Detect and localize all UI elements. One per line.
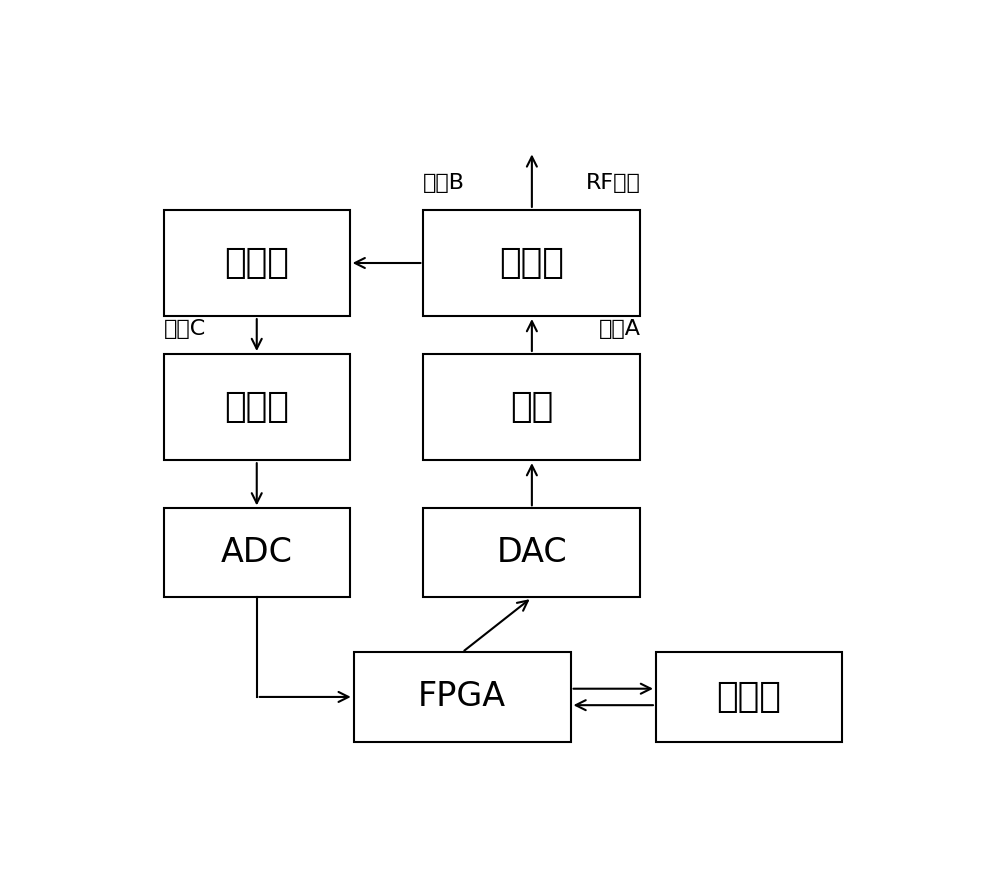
Bar [164, 354, 350, 461]
Text: 上位机: 上位机 [716, 680, 781, 714]
Bar [164, 209, 350, 316]
Text: RF输出: RF输出 [586, 173, 641, 192]
Bar [656, 652, 842, 741]
Bar [354, 652, 571, 741]
Text: DAC: DAC [497, 536, 567, 569]
Text: 检波器: 检波器 [224, 390, 289, 424]
Text: 功分器: 功分器 [499, 246, 564, 280]
Text: 信号C: 信号C [164, 319, 206, 339]
Bar [423, 209, 640, 316]
Text: 信号A: 信号A [598, 319, 640, 339]
Text: 信号B: 信号B [423, 173, 465, 192]
Text: 巴伦: 巴伦 [510, 390, 554, 424]
Text: FPGA: FPGA [418, 681, 506, 714]
Text: ADC: ADC [221, 536, 293, 569]
Bar [164, 508, 350, 598]
Bar [423, 508, 640, 598]
Text: 滤波器: 滤波器 [224, 246, 289, 280]
Bar [423, 354, 640, 461]
